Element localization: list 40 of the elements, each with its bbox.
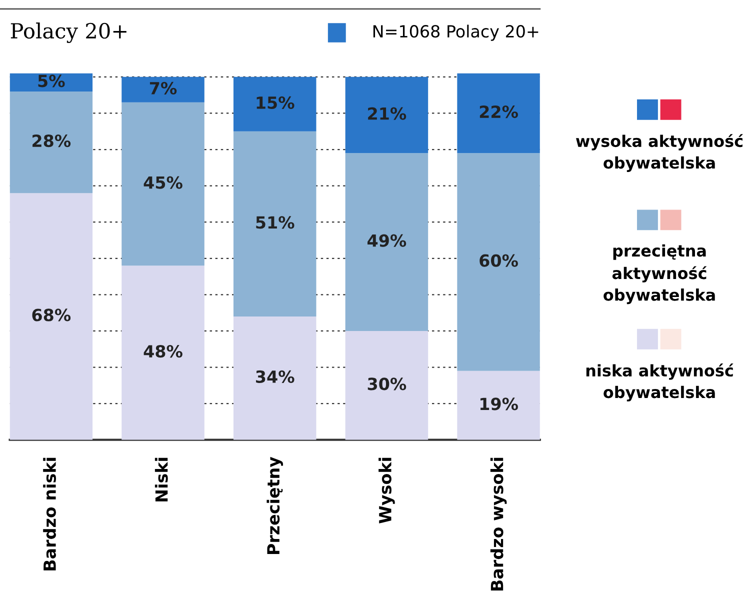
x-tick-label: Wysoki: [378, 458, 395, 524]
bar: [233, 131, 316, 316]
bar: [457, 153, 540, 371]
data-label: 45%: [144, 176, 182, 189]
data-label: 15%: [256, 96, 294, 109]
legend-label: niska aktywność obywatelska: [586, 364, 734, 402]
bar: [10, 73, 93, 92]
data-label: 28%: [32, 134, 71, 148]
data-label: 48%: [144, 344, 182, 358]
bar: [345, 330, 428, 440]
bar: [457, 370, 540, 440]
bar: [233, 76, 316, 132]
x-tick-label: Niski: [154, 458, 168, 502]
data-label: 34%: [256, 370, 294, 383]
data-label: 7%: [150, 82, 177, 94]
data-label: 21%: [368, 107, 406, 120]
text: N=1068 Polacy 20+: [373, 24, 538, 41]
chart-title: Polacy 20+: [10, 22, 126, 44]
bar: [10, 193, 93, 440]
x-tick-label: Przeciętny: [266, 456, 283, 554]
legend-label: wysoka aktywność obywatelska: [576, 134, 743, 172]
data-label: 30%: [368, 378, 406, 390]
bar: [345, 76, 428, 154]
data-label: 51%: [256, 216, 294, 229]
data-label: 5%: [38, 74, 65, 88]
bar: [122, 102, 204, 266]
bar: [122, 76, 204, 102]
data-label: 60%: [480, 254, 518, 267]
data-label: 68%: [32, 308, 71, 322]
bar: [122, 266, 204, 440]
bar: [10, 91, 93, 194]
x-tick-label: Bardzo wysoki: [490, 458, 507, 590]
legend-label: przeciętna aktywność obywatelska: [604, 244, 715, 304]
bar: [345, 153, 428, 331]
data-label: 49%: [368, 234, 406, 247]
data-label: 19%: [480, 398, 518, 410]
bar: [233, 316, 316, 440]
x-tick-label: Bardzo niski: [43, 458, 56, 570]
data-label: 22%: [480, 105, 518, 118]
bar: [457, 73, 540, 154]
